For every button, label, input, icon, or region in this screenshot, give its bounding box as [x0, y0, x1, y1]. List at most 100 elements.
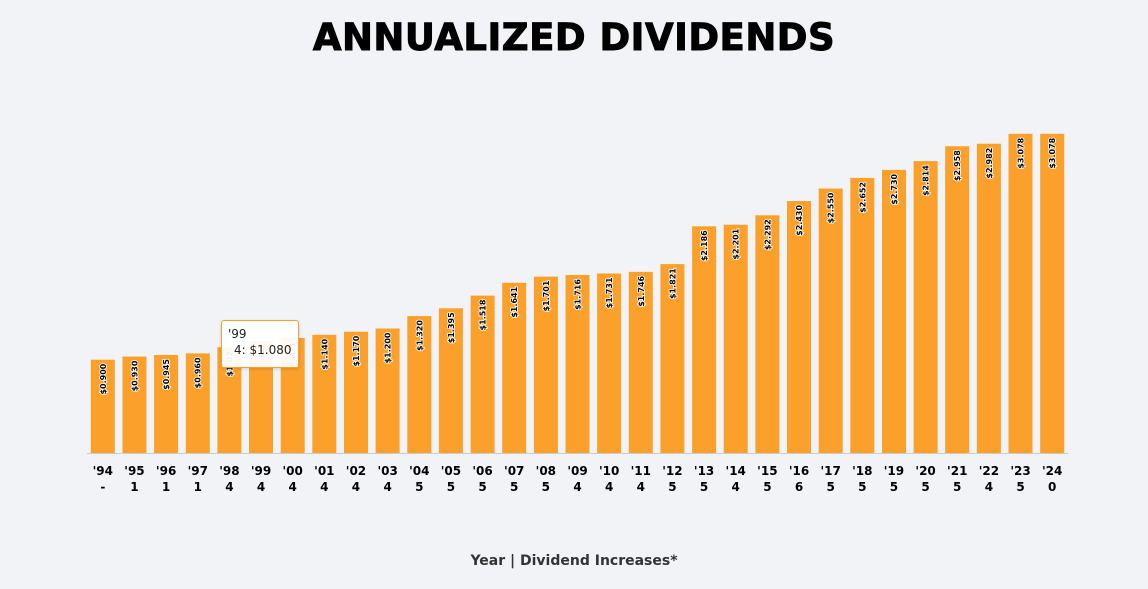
x-tick-label: '24	[1042, 464, 1062, 478]
x-tick-label: '98	[219, 464, 239, 478]
x-tick-increase-label: 5	[700, 480, 708, 494]
bar[interactable]	[976, 143, 1001, 453]
bar[interactable]	[660, 264, 685, 453]
bar-value-label: $2.550	[827, 192, 836, 223]
bar-value-label: $1.821	[668, 268, 677, 299]
bar-value-label: $2.958	[953, 150, 962, 181]
bar[interactable]	[533, 276, 558, 453]
bar-value-label: $1.641	[510, 286, 519, 317]
x-tick-label: '21	[947, 464, 967, 478]
bar[interactable]	[470, 295, 495, 453]
x-tick-increase-label: 1	[162, 480, 170, 494]
x-tick-increase-label: 4	[637, 480, 645, 494]
x-tick-increase-label: 5	[478, 480, 486, 494]
bar-value-label: $1.395	[447, 312, 456, 343]
x-tick-label: '96	[156, 464, 176, 478]
x-tick-label: '22	[979, 464, 999, 478]
x-tick-label: '14	[726, 464, 746, 478]
x-tick-label: '97	[188, 464, 208, 478]
bar[interactable]	[407, 316, 432, 453]
x-tick-label: '16	[789, 464, 809, 478]
x-tick-increase-label: 4	[605, 480, 613, 494]
bar[interactable]	[628, 271, 653, 453]
bar-value-label: $1.170	[352, 335, 361, 366]
bar[interactable]	[913, 161, 938, 453]
x-tick-label: '08	[536, 464, 556, 478]
bar[interactable]	[122, 356, 147, 454]
bar-value-label: $3.078	[1048, 137, 1057, 168]
x-tick-increase-label: 5	[668, 480, 676, 494]
x-tick-label: '00	[283, 464, 303, 478]
x-tick-increase-label: 5	[858, 480, 866, 494]
bar-value-label: $2.186	[700, 230, 709, 261]
x-tick-increase-label: 5	[447, 480, 455, 494]
x-tick-increase-label: 1	[130, 480, 138, 494]
x-tick-label: '12	[662, 464, 682, 478]
tooltip-value: 4: $1.080	[234, 343, 292, 357]
bar-value-label: $2.814	[922, 165, 931, 196]
x-tick-label: '19	[884, 464, 904, 478]
bar[interactable]	[787, 201, 811, 453]
bar[interactable]	[154, 355, 179, 453]
bar[interactable]	[945, 146, 970, 453]
x-tick-increase-label: 4	[383, 480, 391, 494]
x-tick-label: '09	[567, 464, 587, 478]
x-tick-label: '01	[314, 464, 334, 478]
bar-value-label: $0.900	[99, 363, 108, 394]
x-tick-increase-label: 4	[225, 480, 233, 494]
bar[interactable]	[1008, 133, 1033, 454]
chart-tooltip: '99 4: $1.080	[221, 320, 299, 368]
bar[interactable]	[1040, 133, 1065, 454]
bar-value-label: $1.200	[384, 332, 393, 363]
x-tick-increase-label: 4	[257, 480, 265, 494]
x-tick-increase-label: 5	[542, 480, 550, 494]
x-tick-label: '94	[93, 464, 113, 478]
bar-value-label: $0.945	[162, 359, 171, 390]
bar[interactable]	[185, 353, 210, 453]
x-tick-increase-label: 5	[890, 480, 898, 494]
bar[interactable]	[850, 177, 875, 453]
x-tick-increase-label: 5	[510, 480, 518, 494]
x-tick-increase-label: 4	[352, 480, 360, 494]
bar[interactable]	[375, 328, 400, 454]
bar-value-label: $2.201	[732, 228, 741, 259]
bar-value-label: $1.716	[574, 279, 583, 310]
x-tick-increase-label: 6	[795, 480, 803, 494]
x-tick-increase-label: 1	[194, 480, 202, 494]
x-tick-label: '04	[409, 464, 429, 478]
bar-value-label: $3.078	[1017, 137, 1026, 168]
x-tick-label: '13	[694, 464, 714, 478]
bar-value-label: $1.320	[415, 320, 424, 351]
chart-title: ANNUALIZED DIVIDENDS	[312, 16, 836, 60]
x-tick-increase-label: -	[100, 480, 105, 494]
x-tick-increase-label: 5	[826, 480, 834, 494]
bar-value-label: $1.140	[320, 338, 329, 369]
x-tick-label: '11	[631, 464, 651, 478]
bar[interactable]	[438, 308, 463, 453]
bar[interactable]	[312, 334, 337, 453]
bar-value-label: $1.518	[479, 299, 488, 330]
bar-value-label: $0.930	[130, 360, 139, 391]
bar[interactable]	[818, 188, 843, 454]
x-tick-label: '05	[441, 464, 461, 478]
bar-value-label: $1.746	[637, 275, 646, 306]
bar-value-label: $2.982	[985, 148, 994, 179]
bar[interactable]	[882, 169, 906, 453]
x-tick-increase-label: 0	[1048, 480, 1056, 494]
bar[interactable]	[344, 331, 368, 453]
bar[interactable]	[502, 282, 527, 453]
bar[interactable]	[755, 215, 780, 453]
x-tick-increase-label: 4	[289, 480, 297, 494]
bar[interactable]	[692, 226, 717, 453]
bar-value-label: $1.701	[542, 280, 551, 311]
x-tick-label: '06	[472, 464, 492, 478]
bar[interactable]	[565, 275, 590, 453]
bar[interactable]	[723, 224, 748, 453]
x-tick-label: '07	[504, 464, 524, 478]
bar[interactable]	[597, 273, 622, 454]
x-tick-label: '99	[251, 464, 271, 478]
bar[interactable]	[90, 359, 115, 453]
x-tick-increase-label: 4	[573, 480, 581, 494]
